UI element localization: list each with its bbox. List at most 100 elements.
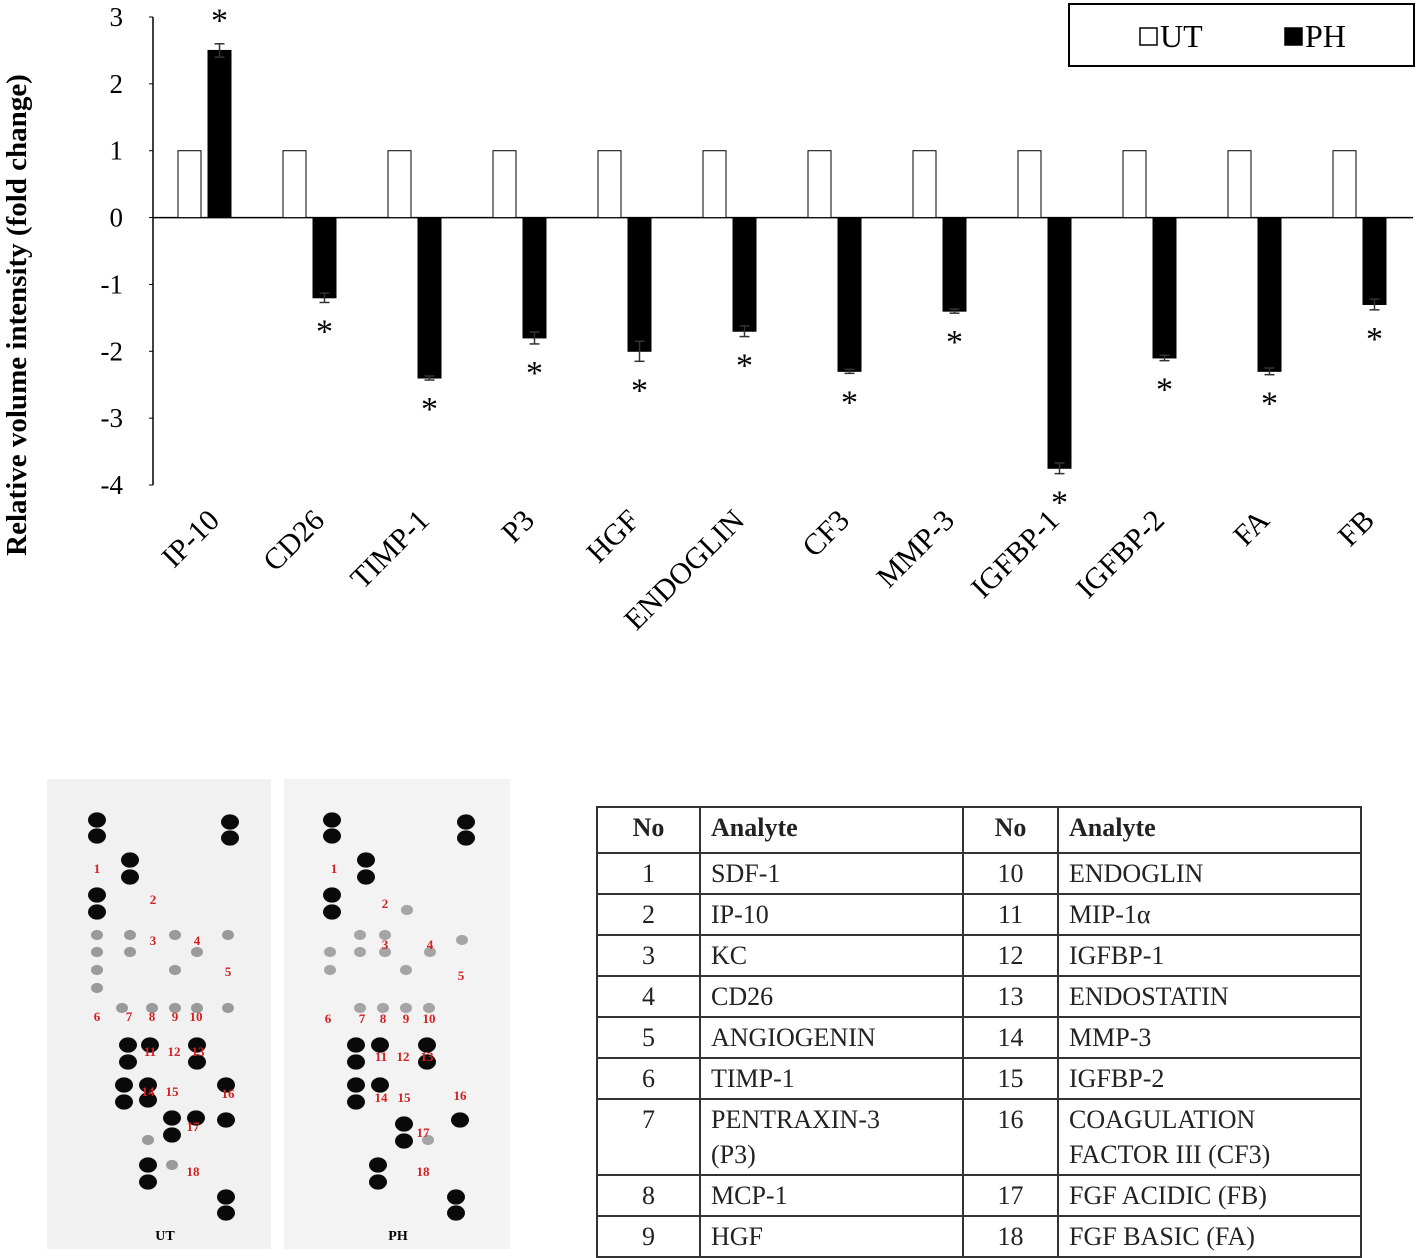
spot-label: 5 (225, 964, 232, 979)
blot-spot (400, 1002, 412, 1014)
spot-label: 2 (382, 896, 389, 911)
blot-spot (146, 1002, 158, 1014)
blot-spot (323, 887, 341, 903)
table-cell: KC (699, 934, 964, 977)
blot-spot (347, 1054, 365, 1070)
blot-spot (121, 869, 139, 885)
spot-label: 2 (150, 892, 157, 907)
bar (207, 49, 232, 219)
blot-spot (88, 887, 106, 903)
blot-spot (347, 1094, 365, 1110)
significance-mark: * (631, 372, 648, 409)
spot-label: 14 (142, 1084, 156, 1099)
blot-spot (422, 1134, 434, 1146)
spot-label: 4 (427, 937, 434, 952)
table-cell: 15 (962, 1057, 1059, 1100)
blot-panel (284, 779, 510, 1249)
spot-label: 3 (150, 933, 157, 948)
table-cell: 16 (962, 1098, 1059, 1176)
error-bar (529, 331, 540, 345)
error-bar (1264, 367, 1275, 376)
blot-spot (222, 1002, 234, 1014)
blot-spot (169, 1002, 181, 1014)
x-tick-label: MMP-3 (870, 504, 961, 595)
blot-spot (323, 828, 341, 844)
table-cell: 3 (596, 934, 701, 977)
x-tick-label: CF3 (796, 504, 856, 564)
bar (807, 150, 832, 219)
blot-spot (401, 904, 413, 916)
blot-spot (379, 929, 391, 941)
legend-label: PH (1305, 18, 1346, 54)
significance-mark: * (1051, 485, 1068, 522)
blot-spot (418, 1054, 436, 1070)
blot-spot (323, 904, 341, 920)
spot-label: 7 (359, 1011, 366, 1026)
blot-spot (91, 982, 103, 994)
blot-spot (369, 1157, 387, 1173)
spot-label: 18 (417, 1164, 431, 1179)
blot-spot (354, 1002, 366, 1014)
y-axis-label: Relative volume intensity (fold change) (1, 74, 33, 556)
legend-swatch (1284, 27, 1303, 46)
significance-mark: * (841, 384, 858, 421)
table-cell: IGFBP-2 (1057, 1057, 1362, 1100)
spot-label: 16 (454, 1088, 468, 1103)
blot-spot (371, 1077, 389, 1093)
significance-mark: * (946, 324, 963, 361)
blot-spot (163, 1127, 181, 1143)
blot-spot (91, 964, 103, 976)
blot-spot (347, 1037, 365, 1053)
table-cell: 9 (596, 1215, 701, 1258)
error-bar (739, 325, 750, 338)
spot-label: 12 (397, 1049, 410, 1064)
spot-label: 17 (187, 1119, 201, 1134)
spot-label: 18 (187, 1164, 201, 1179)
spot-label: 8 (380, 1011, 387, 1026)
blot-spot (141, 1037, 159, 1053)
table-cell: IP-10 (699, 893, 964, 936)
y-tick-label: -1 (101, 269, 124, 299)
blot-spot (163, 1110, 181, 1126)
blot-spot (369, 1174, 387, 1190)
bar (177, 150, 202, 219)
header-cell: No (596, 806, 701, 854)
blot-spot (139, 1174, 157, 1190)
blot-spot (142, 1134, 154, 1146)
blot-panel (47, 779, 271, 1249)
blot-spot (88, 812, 106, 828)
error-bar (319, 292, 330, 304)
spot-label: 15 (166, 1084, 180, 1099)
table-cell: HGF (699, 1215, 964, 1258)
table-header-row: No Analyte No Analyte (596, 806, 1362, 854)
table-cell: 13 (962, 975, 1059, 1018)
legend-label: UT (1160, 18, 1203, 54)
spot-label: 1 (94, 861, 101, 876)
significance-mark: * (1366, 321, 1383, 358)
table-row: 2 IP-10 11 MIP-1α (596, 893, 1362, 936)
blot-spot (456, 934, 468, 946)
x-tick-label: P3 (495, 504, 541, 550)
table-row: 8 MCP-1 17 FGF ACIDIC (FB) (596, 1174, 1362, 1217)
bar (1017, 150, 1042, 219)
table-row: 5 ANGIOGENIN 14 MMP-3 (596, 1016, 1362, 1059)
table-cell: ENDOGLIN (1057, 852, 1362, 895)
bar (492, 150, 517, 219)
legend-swatch (1139, 27, 1158, 46)
bar (312, 217, 337, 299)
blot-spot (124, 929, 136, 941)
blot-spot (187, 1110, 205, 1126)
blot-spot (88, 904, 106, 920)
spot-label: 6 (325, 1011, 332, 1026)
bar (1332, 150, 1357, 219)
spot-label: 3 (382, 937, 389, 952)
table-row: 4 CD26 13 ENDOSTATIN (596, 975, 1362, 1018)
table-cell: FGF BASIC (FA) (1057, 1215, 1362, 1258)
bar (387, 150, 412, 219)
blot-spot (119, 1037, 137, 1053)
table-cell: MMP-3 (1057, 1016, 1362, 1059)
blot-spot (451, 1112, 469, 1128)
significance-mark: * (1156, 372, 1173, 409)
bar (837, 217, 862, 372)
